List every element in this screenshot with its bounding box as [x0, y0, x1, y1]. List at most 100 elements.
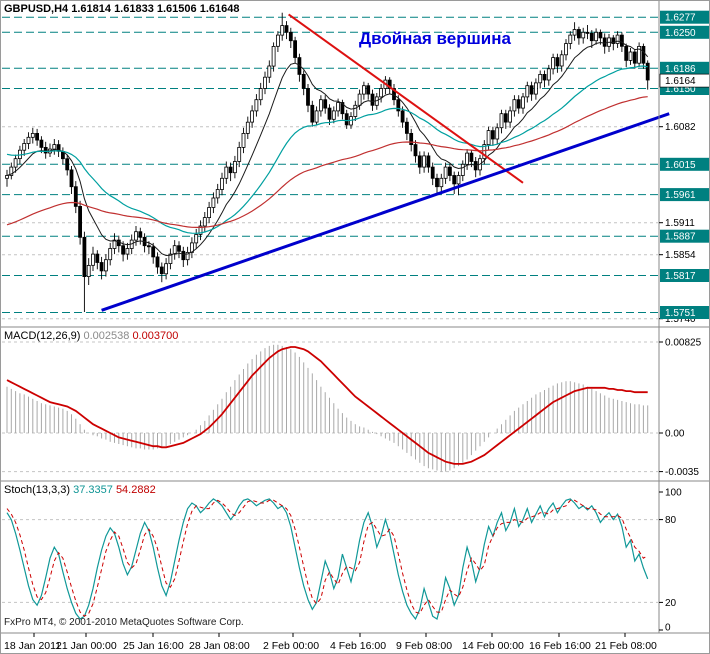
- candle-body: [611, 37, 616, 44]
- macd-value-main: 0.002538: [83, 330, 130, 342]
- candle-body: [534, 82, 538, 95]
- candle-body: [602, 37, 607, 47]
- candle-body: [99, 262, 104, 272]
- candle-body: [263, 76, 267, 89]
- candle-body: [224, 166, 229, 179]
- candle-body: [181, 250, 186, 261]
- candle-body: [387, 79, 392, 89]
- candle-body: [456, 175, 461, 185]
- descending-trendline[interactable]: [288, 13, 524, 184]
- candle-body: [185, 251, 190, 261]
- candle-body: [525, 85, 530, 98]
- candle-body: [379, 88, 384, 98]
- price-level-badge: [660, 188, 709, 202]
- candle-body: [35, 132, 39, 141]
- time-axis-label: 25 Jan 16:00: [123, 640, 184, 652]
- price-axis-label: 1.5740: [665, 314, 696, 325]
- candle-body: [164, 263, 169, 275]
- ohlc-values: 1.61814 1.61833 1.61506 1.61648: [71, 3, 240, 15]
- candle-body: [168, 253, 173, 265]
- candle-body: [207, 207, 212, 219]
- time-axis-label: 14 Feb 00:00: [462, 640, 524, 652]
- candle-body: [26, 136, 31, 144]
- candle-body: [9, 166, 14, 176]
- candle-body: [125, 248, 130, 255]
- stoch-axis-label: 100: [665, 488, 682, 499]
- candle-body: [314, 110, 319, 123]
- stoch-main-line: [6, 498, 649, 621]
- candle-body: [392, 88, 396, 101]
- macd-axis-label: -0.0035: [665, 467, 699, 478]
- candle-body: [52, 144, 57, 150]
- stoch-value-signal: 54.2882: [115, 484, 156, 496]
- candle-body: [232, 161, 237, 174]
- candle-body: [620, 34, 624, 47]
- price-level-badge-label: 1.5887: [665, 232, 696, 243]
- double-top-annotation[interactable]: Двойная вершина: [359, 29, 511, 48]
- candle-body: [409, 132, 414, 145]
- candle-body: [271, 46, 276, 67]
- price-level-badge: [660, 25, 709, 39]
- candle-body: [78, 205, 82, 238]
- candle-body: [43, 146, 48, 154]
- time-axis-label: 18 Jan 2011: [4, 640, 61, 652]
- price-axis-label: 1.5911: [665, 218, 695, 229]
- macd-title: MACD(12,26,9) 0.002538 0.003700: [4, 330, 178, 342]
- candle-body: [641, 46, 646, 64]
- ascending-trendline[interactable]: [101, 112, 670, 312]
- candle-body: [615, 34, 620, 44]
- candle-body: [404, 121, 409, 134]
- price-axis-label: 1.6082: [665, 122, 696, 133]
- candle-body: [82, 236, 87, 278]
- candle-body: [69, 169, 74, 188]
- candle-body: [39, 139, 44, 148]
- price-level-badge: [660, 10, 709, 24]
- candle-body: [503, 113, 508, 123]
- candle-body: [555, 57, 560, 67]
- candle-body: [112, 239, 117, 249]
- candle-body: [490, 130, 495, 140]
- candle-body: [516, 99, 521, 109]
- candle-body: [159, 266, 164, 275]
- candle-body: [585, 31, 590, 34]
- macd-axis-label: 0.00: [665, 429, 685, 440]
- candle-body: [310, 104, 315, 123]
- price-level-badge-label: 1.5751: [665, 308, 696, 319]
- candle-body: [293, 40, 298, 58]
- candle-body: [361, 85, 366, 95]
- candle-body: [465, 152, 470, 165]
- candle-body: [138, 231, 143, 238]
- candle-body: [318, 99, 323, 112]
- time-axis-label: 21 Jan 00:00: [56, 640, 117, 652]
- macd-signal-line: [6, 346, 648, 465]
- candle-body: [254, 99, 259, 112]
- candle-body: [370, 93, 375, 106]
- copyright-text: FxPro MT4, © 2001-2010 MetaQuotes Softwa…: [4, 617, 244, 628]
- candle-body: [366, 85, 371, 95]
- candle-body: [220, 177, 224, 190]
- ma-slow-red: [6, 96, 648, 228]
- candle-body: [559, 54, 564, 67]
- macd-axis-label: 0.00825: [665, 338, 702, 349]
- candle-body: [495, 127, 500, 140]
- candle-body: [237, 146, 242, 162]
- candle-body: [542, 74, 547, 81]
- stoch-value-main: 37.3357: [73, 484, 113, 496]
- candle-body: [108, 248, 113, 261]
- candle-body: [177, 245, 181, 252]
- price-level-badge: [660, 306, 709, 319]
- candle-body: [357, 93, 362, 106]
- price-level-badge: [660, 269, 709, 282]
- candle-body: [65, 158, 70, 171]
- candle-body: [422, 155, 427, 168]
- candle-body: [245, 121, 250, 134]
- candle-body: [624, 46, 629, 61]
- candle-body: [86, 264, 91, 277]
- candle-body: [572, 29, 577, 36]
- candle-body: [594, 31, 598, 42]
- candle-body: [284, 25, 289, 33]
- candle-body: [632, 51, 637, 64]
- candle-body: [551, 57, 555, 70]
